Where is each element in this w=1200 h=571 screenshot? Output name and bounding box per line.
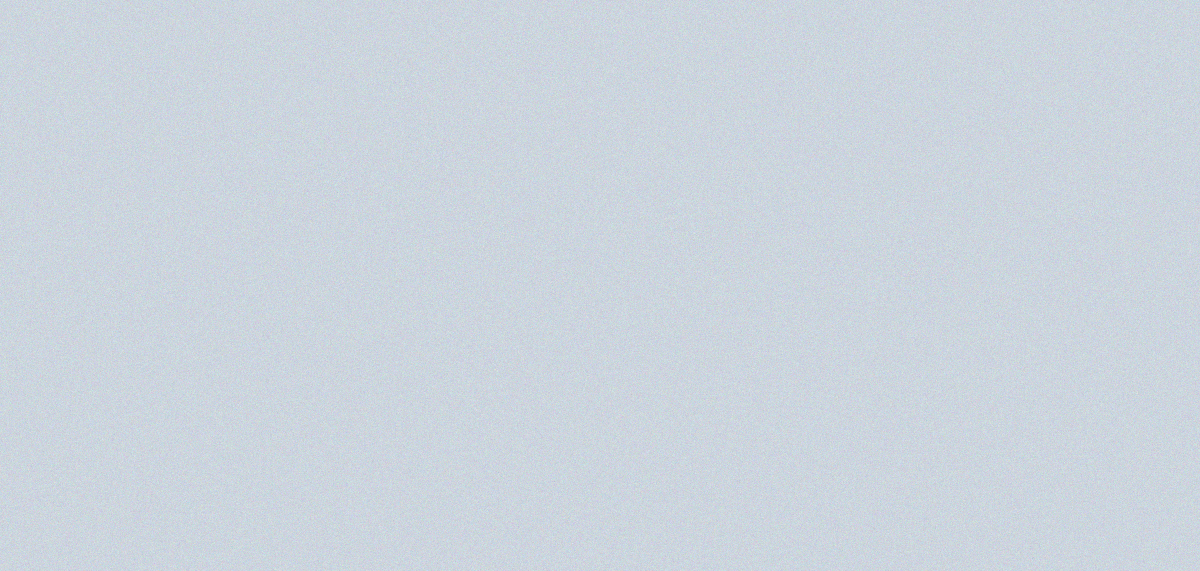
Text: D.  The data are continuous because the data can only take on specific values.: D. The data are continuous because the d… (197, 467, 943, 485)
FancyBboxPatch shape (559, 223, 671, 266)
Text: C.  The data are discrete because the data can only take on specific values.: C. The data are discrete because the dat… (197, 423, 914, 441)
Text: B.  The data are continuous because the data can take on any value in an interva: B. The data are continuous because the d… (197, 379, 980, 397)
Text: A.  The data are discrete because the data can take on any value in an interval.: A. The data are discrete because the dat… (197, 332, 952, 351)
Text: Choose the correct answer below.: Choose the correct answer below. (157, 288, 474, 307)
Text: State whether the data described below are discrete or continuous, and explain w: State whether the data described below a… (157, 93, 986, 112)
Text: ...: ... (608, 238, 622, 251)
Text: The exact lengths (in kilometers) of the ocean coastlines of different countries: The exact lengths (in kilometers) of the… (157, 136, 924, 156)
